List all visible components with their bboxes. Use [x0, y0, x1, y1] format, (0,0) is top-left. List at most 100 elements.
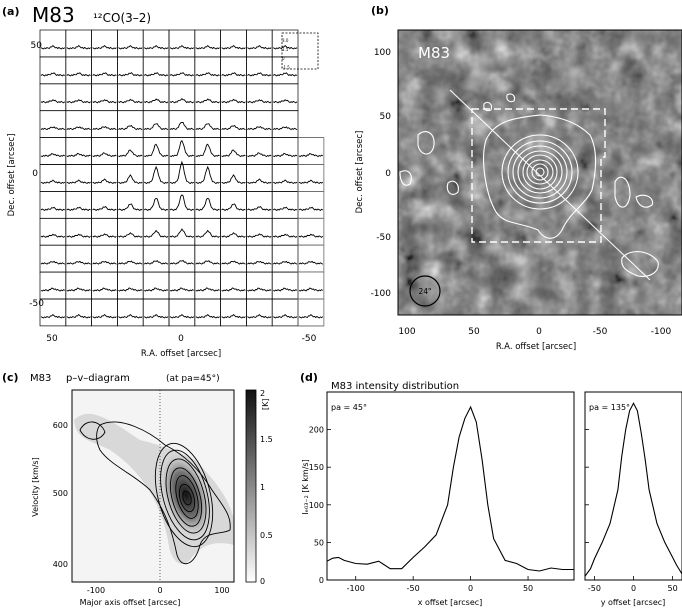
spectrum-cell — [117, 244, 144, 273]
spectrum-cell — [168, 271, 196, 300]
spectrum-line — [40, 44, 66, 50]
panel-a-ytick-m50: -50 — [29, 299, 44, 309]
spectrum-line — [40, 233, 66, 238]
spectrum-line — [272, 313, 298, 319]
x-tick-label: -100 — [347, 584, 365, 593]
spectrum-cell — [271, 191, 299, 219]
spectrum-line — [169, 139, 195, 158]
profile-right-plot: -50 0 50 — [584, 402, 682, 593]
spectrum-line — [143, 98, 169, 104]
spectrum-line — [92, 313, 117, 319]
spectrum-line — [247, 313, 272, 319]
spectrum-line — [143, 165, 169, 185]
spectrum-line — [221, 287, 246, 292]
spectrum-cell — [246, 164, 273, 192]
spectrum-line — [40, 313, 66, 319]
spectrum-cell — [271, 110, 299, 138]
spectrum-line — [118, 203, 143, 211]
spectrum-line — [118, 260, 143, 265]
pv-image — [72, 390, 234, 582]
spectrum-line — [92, 178, 117, 185]
spectrum-line — [298, 233, 324, 238]
spectrum-line — [195, 123, 220, 131]
spectrum-line — [247, 44, 272, 50]
panel-d: (d) M83 intensity distribution pa = 45° … — [300, 371, 682, 607]
spectrum-line — [66, 44, 91, 50]
spectrum-cell — [297, 137, 325, 165]
spectrum-cell — [39, 164, 67, 192]
spectrum-cell — [39, 244, 67, 273]
spectrum-cell — [297, 298, 325, 327]
spectrum-cell — [142, 29, 170, 58]
spectrum-cell — [246, 56, 273, 85]
spectrum-cell — [117, 56, 144, 85]
spectrum-line — [195, 260, 220, 265]
panel-a-line: ¹²CO(3–2) — [93, 11, 151, 25]
spectrum-cell — [65, 217, 92, 246]
spectrum-line — [66, 99, 91, 104]
spectrum-cell — [194, 298, 221, 327]
spectrum-cell — [65, 137, 92, 165]
spectrum-line — [247, 260, 272, 265]
spectrum-line — [298, 313, 324, 319]
panel-a-ylabel: Dec. offset [arcsec] — [7, 134, 17, 217]
spectrum-line — [247, 125, 272, 131]
spectrum-line — [272, 233, 298, 238]
spectrum-cell — [220, 244, 247, 273]
spectrum-line — [118, 44, 143, 50]
spectrum-line — [118, 313, 143, 319]
panel-c-ytick-600: 600 — [53, 421, 68, 430]
spectrum-cell — [271, 217, 299, 246]
panel-c-letter: (c) — [2, 371, 19, 384]
profile-curve — [326, 405, 574, 572]
spectrum-line — [118, 287, 143, 292]
x-tick-label: 50 — [523, 584, 533, 593]
spectrum-line — [118, 232, 143, 238]
spectrum-cell — [220, 191, 247, 219]
spectrum-line — [272, 44, 298, 50]
spectrum-line — [169, 44, 195, 50]
spectrum-line — [272, 99, 298, 104]
spectrum-line — [221, 98, 246, 104]
spectrum-line — [118, 72, 143, 77]
y-tick-label: 100 — [309, 501, 324, 510]
spectrum-cell — [271, 164, 299, 192]
spectrum-cell — [117, 83, 144, 112]
spectrum-cell — [91, 164, 118, 192]
spectrum-cell — [246, 298, 273, 327]
spectrum-line — [143, 260, 169, 265]
spectrum-cell — [220, 29, 247, 58]
spectrum-cell — [297, 217, 325, 246]
spectrum-cell — [194, 83, 221, 112]
spectrum-line — [221, 313, 246, 319]
spectrum-line — [195, 229, 220, 238]
cbar-tick-0: 0 — [260, 577, 265, 586]
panel-d-left-xlabel: x offset [arcsec] — [418, 598, 483, 607]
spectrum-cell — [142, 244, 170, 273]
spectrum-cell — [246, 271, 273, 300]
spectrum-line — [247, 178, 272, 185]
spectrum-cell — [271, 244, 299, 273]
panel-a-xtick-m50: -50 — [302, 334, 317, 344]
spectrum-cell — [91, 217, 118, 246]
spectrum-cell — [65, 56, 92, 85]
panel-b-xtick-100: 100 — [398, 327, 415, 337]
spectrum-cell — [91, 137, 118, 165]
panel-a-xtick-0: 0 — [178, 334, 184, 344]
spectrum-line — [143, 44, 169, 50]
panel-c-ytick-400: 400 — [53, 560, 68, 569]
spectrum-cell — [246, 244, 273, 273]
spectrum-line — [169, 313, 195, 319]
cbar-tick-1-5: 1.5 — [260, 435, 273, 444]
spectrum-cell — [65, 83, 92, 112]
spectrum-cell — [168, 217, 196, 246]
spectrum-line — [272, 179, 298, 185]
spectrum-line — [169, 228, 195, 238]
spectrum-cell — [271, 29, 299, 58]
spectrum-line — [143, 143, 169, 158]
spectrum-line — [92, 287, 117, 292]
greyscale-map — [398, 30, 682, 315]
spectrum-line — [66, 233, 91, 238]
spectrum-cell — [271, 83, 299, 112]
